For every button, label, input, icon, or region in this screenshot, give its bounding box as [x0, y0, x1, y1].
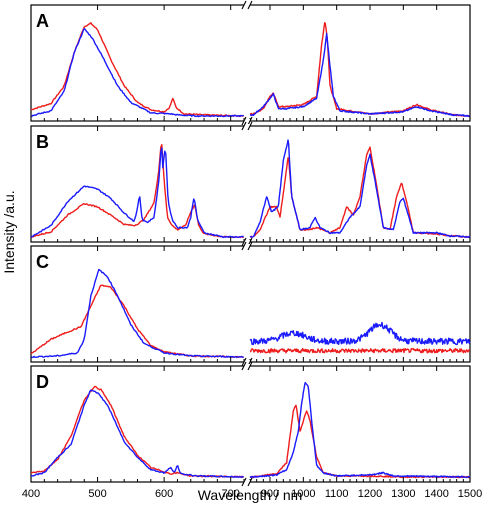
panel-label: D [36, 372, 49, 392]
axis-break-mark [241, 241, 253, 251]
axis-break-gap [244, 364, 250, 368]
panel-label: C [36, 252, 49, 272]
panel-frame [30, 125, 471, 243]
axis-break-gap [244, 244, 250, 248]
series-blue-nir [249, 139, 471, 239]
series-blue-visible [31, 389, 244, 479]
x-tick-label: 1300 [391, 488, 415, 500]
series-blue-visible [30, 147, 244, 239]
axis-break-gap [244, 360, 250, 364]
panel-a: A [30, 0, 471, 126]
series-red-nir [249, 22, 471, 118]
x-tick-label: 1400 [424, 488, 448, 500]
x-axis-title: Wavelength / nm [198, 487, 303, 503]
y-axis-title: Intensity /a.u. [1, 190, 17, 273]
x-tick-label: 600 [155, 488, 173, 500]
axis-break-gap [244, 240, 250, 244]
axis-break-mark [241, 121, 253, 131]
series-blue-nir [249, 32, 471, 118]
panel-label: B [36, 132, 49, 152]
series-red-visible [30, 144, 245, 239]
series-red-nir [250, 347, 471, 354]
x-tick-label: 1500 [458, 488, 482, 500]
series-blue-nir [249, 321, 471, 346]
series-blue-visible [30, 268, 244, 359]
x-tick-label: 1200 [358, 488, 382, 500]
axis-break-mark [241, 361, 253, 371]
series-blue-visible [30, 28, 244, 118]
series-red-visible [30, 284, 244, 359]
series-blue-nir [249, 381, 471, 479]
axis-break-gap [244, 124, 250, 128]
series-red-visible [30, 22, 245, 117]
series-red-nir [249, 146, 471, 239]
panel-c: C [30, 241, 471, 367]
axis-break-mark [241, 0, 253, 10]
x-tick-label: 1000 [291, 488, 315, 500]
panel-label: A [36, 11, 49, 31]
x-tick-label: 400 [22, 488, 40, 500]
axis-break-gap [244, 480, 250, 484]
x-tick-label: 1100 [325, 488, 349, 500]
series-red-nir [249, 404, 471, 479]
panel-b: B [30, 121, 471, 247]
axis-break-gap [244, 119, 250, 123]
panel-d: D [30, 361, 471, 487]
x-tick-label: 500 [88, 488, 106, 500]
axis-break-gap [244, 3, 250, 7]
panel-frame [30, 245, 471, 363]
axis-break-mark [241, 477, 253, 487]
panel-frame [30, 4, 471, 122]
x-tick-label: 700 [222, 488, 240, 500]
panel-frame [30, 365, 471, 483]
x-tick-label: 900 [261, 488, 279, 500]
series-red-visible [30, 385, 244, 478]
axis-break-mark [241, 116, 253, 126]
